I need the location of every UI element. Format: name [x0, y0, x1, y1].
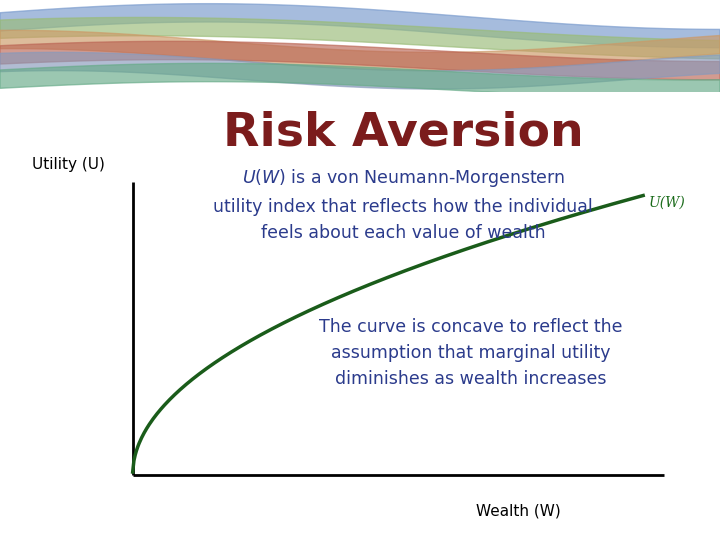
Text: Risk Aversion: Risk Aversion: [222, 111, 584, 156]
Text: U(W): U(W): [648, 195, 685, 210]
Text: The curve is concave to reflect the
assumption that marginal utility
diminishes : The curve is concave to reflect the assu…: [319, 318, 622, 388]
Text: $\it{U(W)}$ is a von Neumann-Morgenstern
utility index that reflects how the ind: $\it{U(W)}$ is a von Neumann-Morgenstern…: [213, 167, 593, 242]
Text: Wealth (W): Wealth (W): [476, 503, 561, 518]
Text: Utility (U): Utility (U): [32, 157, 104, 172]
